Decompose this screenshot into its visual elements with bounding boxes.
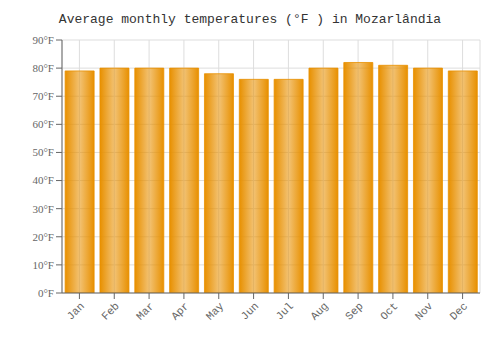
- svg-text:Feb: Feb: [99, 300, 121, 322]
- svg-text:10°F: 10°F: [32, 259, 54, 271]
- svg-text:Jun: Jun: [239, 300, 261, 322]
- svg-text:0°F: 0°F: [38, 287, 54, 299]
- svg-text:20°F: 20°F: [32, 231, 54, 243]
- svg-text:Sep: Sep: [343, 300, 365, 322]
- svg-text:Mar: Mar: [134, 300, 156, 322]
- svg-text:40°F: 40°F: [32, 174, 54, 186]
- svg-text:60°F: 60°F: [32, 118, 54, 130]
- svg-text:Aug: Aug: [308, 300, 330, 322]
- svg-text:50°F: 50°F: [32, 146, 54, 158]
- svg-text:Jan: Jan: [65, 300, 87, 322]
- svg-text:May: May: [204, 300, 227, 323]
- svg-text:Oct: Oct: [378, 300, 400, 322]
- svg-text:Jul: Jul: [274, 300, 296, 322]
- svg-text:30°F: 30°F: [32, 203, 54, 215]
- html-text:Average monthly temperatures (: Average monthly temperatures (°F ) in Mo…: [58, 12, 442, 27]
- svg-text:90°F: 90°F: [32, 34, 54, 46]
- svg-text:70°F: 70°F: [32, 90, 54, 102]
- svg-text:Apr: Apr: [169, 300, 191, 322]
- svg-text:Nov: Nov: [413, 300, 436, 323]
- svg-text:Dec: Dec: [448, 300, 470, 322]
- svg-text:80°F: 80°F: [32, 62, 54, 74]
